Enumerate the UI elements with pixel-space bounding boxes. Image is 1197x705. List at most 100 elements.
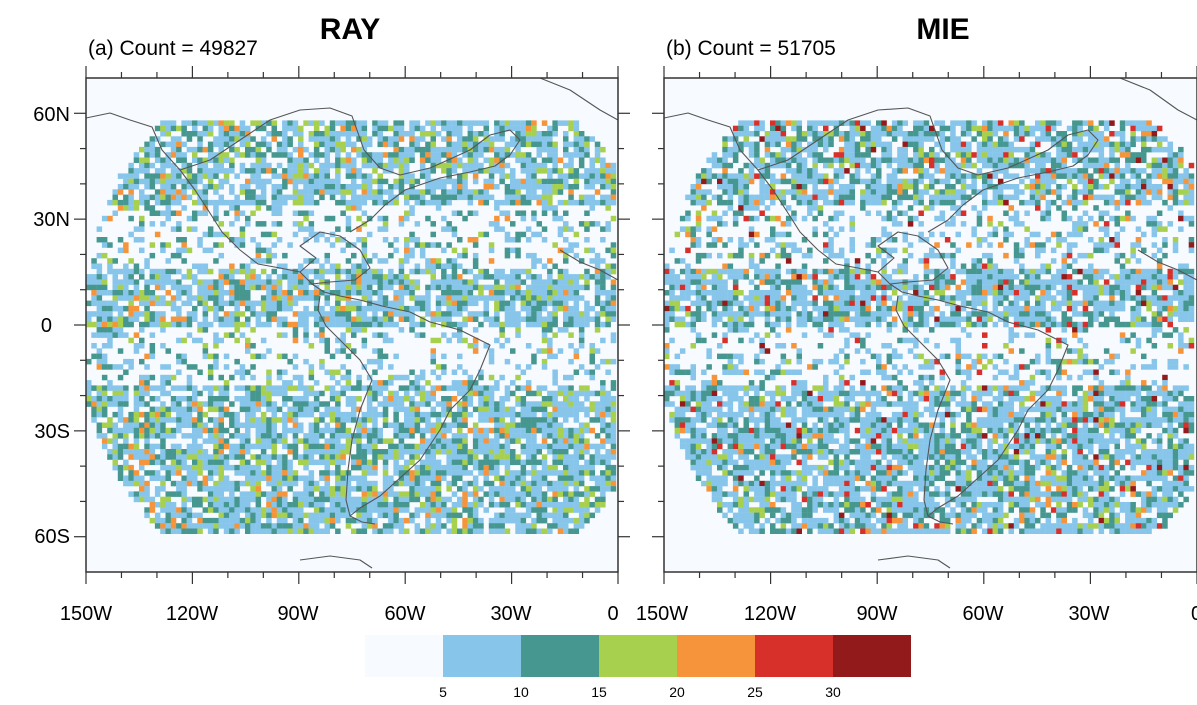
- panel-subtitle: (b) Count = 51705: [666, 37, 836, 60]
- grid-cell: [319, 168, 325, 174]
- grid-cell: [520, 215, 527, 222]
- grid-cell: [388, 443, 394, 450]
- grid-cell: [478, 120, 484, 126]
- grid-cell: [504, 184, 511, 190]
- grid-cell: [483, 168, 489, 174]
- grid-cell: [176, 247, 182, 254]
- grid-cell: [107, 385, 113, 391]
- grid-cell: [345, 258, 352, 264]
- grid-cell: [144, 374, 150, 381]
- grid-cell: [578, 385, 585, 391]
- grid-cell: [419, 475, 426, 481]
- grid-cell: [780, 125, 787, 132]
- grid-cell: [239, 125, 246, 132]
- grid-cell: [525, 268, 532, 275]
- grid-cell: [361, 120, 368, 126]
- grid-cell: [96, 433, 103, 439]
- grid-cell: [600, 194, 606, 201]
- grid-cell: [483, 438, 489, 444]
- grid-cell: [483, 300, 489, 307]
- grid-cell: [117, 364, 124, 370]
- grid-cell: [467, 411, 474, 418]
- grid-cell: [531, 125, 537, 132]
- grid-cell: [404, 507, 410, 513]
- grid-cell: [573, 427, 580, 434]
- grid-cell: [186, 364, 193, 370]
- grid-cell: [563, 279, 569, 285]
- grid-cell: [218, 194, 224, 201]
- grid-cell: [573, 353, 580, 360]
- grid-cell: [462, 454, 468, 460]
- grid-cell: [176, 252, 182, 259]
- grid-cell: [510, 152, 516, 158]
- grid-cell: [457, 470, 463, 476]
- grid-cell: [319, 173, 325, 179]
- x-tick-label: 120W: [166, 603, 218, 625]
- grid-cell: [213, 427, 219, 434]
- grid-cell: [260, 136, 267, 142]
- grid-cell: [600, 380, 606, 386]
- grid-cell: [435, 258, 442, 264]
- grid-cell: [165, 364, 171, 370]
- grid-cell: [245, 305, 251, 312]
- grid-cell: [181, 512, 187, 519]
- grid-cell: [361, 486, 368, 492]
- grid-cell: [520, 464, 527, 471]
- grid-cell: [86, 396, 92, 402]
- grid-cell: [223, 390, 230, 397]
- grid-cell: [515, 491, 521, 497]
- grid-cell: [594, 274, 601, 280]
- grid-cell: [181, 131, 187, 137]
- grid-cell: [165, 194, 171, 201]
- grid-cell: [398, 449, 405, 455]
- grid-cell: [441, 496, 447, 503]
- grid-cell: [207, 226, 214, 232]
- grid-cell: [213, 422, 219, 428]
- grid-cell: [457, 427, 463, 434]
- grid-cell: [520, 290, 527, 296]
- grid-cell: [165, 189, 171, 195]
- grid-cell: [313, 512, 320, 519]
- x-tick-label: 60W: [384, 603, 425, 625]
- grid-cell: [329, 470, 336, 476]
- grid-cell: [499, 305, 505, 312]
- grid-cell: [552, 141, 558, 148]
- grid-cell: [245, 502, 251, 508]
- grid-cell: [499, 343, 505, 349]
- grid-cell: [520, 120, 527, 126]
- grid-cell: [276, 464, 283, 471]
- grid-cell: [319, 162, 325, 169]
- grid-cell: [732, 131, 739, 137]
- grid-cell: [366, 268, 373, 275]
- grid-cell: [483, 157, 489, 163]
- grid-cell: [133, 305, 140, 312]
- grid-cell: [218, 374, 224, 381]
- grid-cell: [213, 454, 219, 460]
- grid-cell: [923, 131, 930, 137]
- grid-cell: [499, 327, 505, 333]
- grid-cell: [271, 427, 277, 434]
- grid-cell: [223, 353, 230, 360]
- grid-cell: [584, 443, 590, 450]
- grid-cell: [1103, 125, 1110, 132]
- grid-cell: [425, 438, 431, 444]
- grid-cell: [504, 512, 511, 519]
- grid-cell: [600, 290, 606, 296]
- grid-cell: [897, 131, 903, 137]
- grid-cell: [605, 459, 611, 466]
- grid-cell: [255, 141, 262, 148]
- grid-cell: [494, 215, 500, 222]
- grid-cell: [266, 284, 272, 291]
- grid-cell: [292, 475, 299, 481]
- grid-cell: [372, 417, 378, 423]
- grid-cell: [356, 374, 362, 381]
- grid-cell: [377, 290, 383, 296]
- grid-cell: [234, 512, 240, 519]
- grid-cell: [499, 290, 505, 296]
- grid-cell: [462, 385, 468, 391]
- grid-cell: [250, 274, 256, 280]
- grid-cell: [377, 226, 383, 232]
- grid-cell: [165, 300, 171, 307]
- grid-cell: [393, 141, 399, 148]
- grid-cell: [563, 316, 569, 322]
